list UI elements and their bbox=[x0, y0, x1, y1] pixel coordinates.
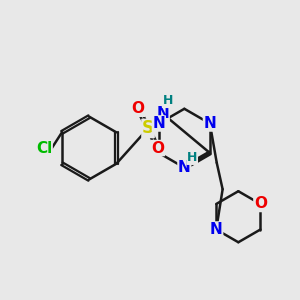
Text: S: S bbox=[142, 119, 154, 137]
Text: H: H bbox=[187, 152, 197, 164]
Text: Cl: Cl bbox=[36, 140, 52, 155]
Text: H: H bbox=[163, 94, 173, 107]
Text: O: O bbox=[132, 101, 145, 116]
Text: N: N bbox=[203, 116, 216, 131]
Text: N: N bbox=[178, 160, 191, 175]
Text: N: N bbox=[210, 222, 223, 237]
Text: O: O bbox=[254, 196, 267, 211]
Text: N: N bbox=[152, 116, 165, 131]
Text: N: N bbox=[156, 106, 169, 121]
Text: O: O bbox=[152, 140, 164, 155]
